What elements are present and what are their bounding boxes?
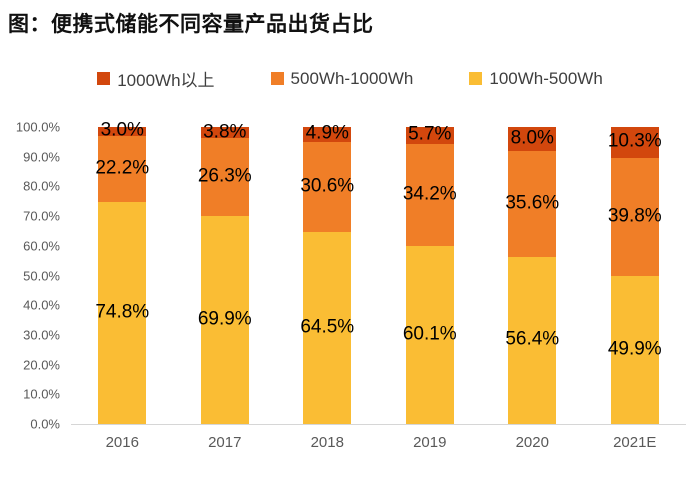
bar-segment: 22.2% xyxy=(95,135,150,202)
bar-segment: 10.3% xyxy=(607,127,662,158)
x-axis-label: 2017 xyxy=(208,434,242,451)
bar-segment: 60.1% xyxy=(402,245,457,424)
data-label: 22.2% xyxy=(95,157,150,179)
data-label: 10.3% xyxy=(607,130,662,152)
bar-segment: 30.6% xyxy=(300,141,355,233)
bar-slot: 10.3% 39.8% 49.9% xyxy=(584,127,687,424)
bar-segment: 39.8% xyxy=(607,157,662,276)
y-axis-tick: 60.0% xyxy=(23,238,60,254)
x-axis-label: 2018 xyxy=(310,434,344,451)
y-axis-tick: 40.0% xyxy=(23,297,60,313)
bar-segment: 5.7% xyxy=(405,124,454,146)
data-label: 4.9% xyxy=(305,122,349,144)
bar-slot: 4.9% 30.6% 64.5% xyxy=(276,122,379,424)
plot-area: 3.0% 22.2% 74.8% 3.8% 26.3% 69.9% 4.9% 30.6% 64.… xyxy=(71,120,687,425)
data-label: 30.6% xyxy=(300,175,355,197)
bar-segment: 3.0% xyxy=(98,120,147,141)
y-axis-tick: 0.0% xyxy=(30,416,60,432)
bar-segment: 26.3% xyxy=(197,138,252,217)
data-label: 26.3% xyxy=(197,165,252,187)
data-label: 35.6% xyxy=(505,192,560,214)
stacked-bar: 3.0% 22.2% 74.8% xyxy=(95,120,150,424)
data-label: 49.9% xyxy=(607,338,662,360)
data-label: 39.8% xyxy=(607,205,662,227)
bar-slot: 8.0% 35.6% 56.4% xyxy=(481,127,584,424)
legend-item: 1000Wh以上 xyxy=(97,66,215,91)
bar-segment: 4.9% xyxy=(303,122,352,144)
stacked-bar: 3.8% 26.3% 69.9% xyxy=(197,121,252,424)
x-axis-label: 2016 xyxy=(105,434,139,451)
legend-swatch-icon xyxy=(97,72,111,85)
bar-segment: 56.4% xyxy=(505,256,560,424)
bar-segment: 49.9% xyxy=(607,275,662,424)
legend-item: 100Wh-500Wh xyxy=(469,66,603,91)
data-label: 8.0% xyxy=(510,127,554,149)
bar-slot: 5.7% 34.2% 60.1% xyxy=(379,124,482,424)
data-label: 5.7% xyxy=(408,124,452,146)
y-axis-tick: 50.0% xyxy=(23,268,60,283)
legend-label: 1000Wh以上 xyxy=(117,71,215,90)
bar-segment: 69.9% xyxy=(197,216,252,424)
chart-title: 图：便携式储能不同容量产品出货占比 xyxy=(8,13,374,36)
bar-segment: 8.0% xyxy=(508,127,557,151)
data-label: 60.1% xyxy=(402,323,457,345)
stacked-bar: 8.0% 35.6% 56.4% xyxy=(505,127,560,424)
data-label: 74.8% xyxy=(95,301,150,323)
stacked-bar: 4.9% 30.6% 64.5% xyxy=(300,122,355,424)
legend-swatch-icon xyxy=(270,72,284,85)
x-axis-label: 2021E xyxy=(613,434,657,451)
x-axis-label: 2020 xyxy=(515,434,549,451)
data-label: 3.8% xyxy=(203,121,247,143)
data-label: 34.2% xyxy=(402,183,457,205)
legend-swatch-icon xyxy=(469,72,483,85)
y-axis: 100.0% 90.0% 80.0% 70.0% 60.0% 50.0% 40.0% 30.0… xyxy=(0,120,60,432)
y-axis-tick: 100.0% xyxy=(15,119,60,135)
y-axis-tick: 10.0% xyxy=(23,386,60,402)
x-axis-label: 2019 xyxy=(413,434,447,451)
y-axis-tick: 30.0% xyxy=(23,327,60,343)
y-axis-tick: 80.0% xyxy=(23,178,60,194)
bar-segment: 3.8% xyxy=(200,121,249,142)
bar-segment: 34.2% xyxy=(402,143,457,246)
data-label: 64.5% xyxy=(300,316,355,338)
x-axis: 2016 2017 2018 2019 2020 2021E xyxy=(71,434,686,451)
legend-label: 500Wh-1000Wh xyxy=(290,68,414,88)
legend: 1000Wh以上 500Wh-1000Wh 100Wh-500Wh xyxy=(0,66,700,91)
y-axis-tick: 20.0% xyxy=(23,357,60,373)
bar-slot: 3.8% 26.3% 69.9% xyxy=(174,121,277,424)
legend-label: 100Wh-500Wh xyxy=(489,68,603,88)
bar-segment: 35.6% xyxy=(505,150,560,257)
bar-segment: 74.8% xyxy=(95,201,150,424)
y-axis-tick: 70.0% xyxy=(23,208,60,224)
stacked-bar: 10.3% 39.8% 49.9% xyxy=(607,127,662,424)
bar-slot: 3.0% 22.2% 74.8% xyxy=(71,120,174,424)
data-label: 69.9% xyxy=(197,308,252,330)
y-axis-tick: 90.0% xyxy=(23,149,60,165)
stacked-bar: 5.7% 34.2% 60.1% xyxy=(402,124,457,424)
data-label: 56.4% xyxy=(505,328,560,350)
bar-segment: 64.5% xyxy=(300,232,355,424)
legend-item: 500Wh-1000Wh xyxy=(270,66,414,91)
data-label: 3.0% xyxy=(100,120,144,142)
